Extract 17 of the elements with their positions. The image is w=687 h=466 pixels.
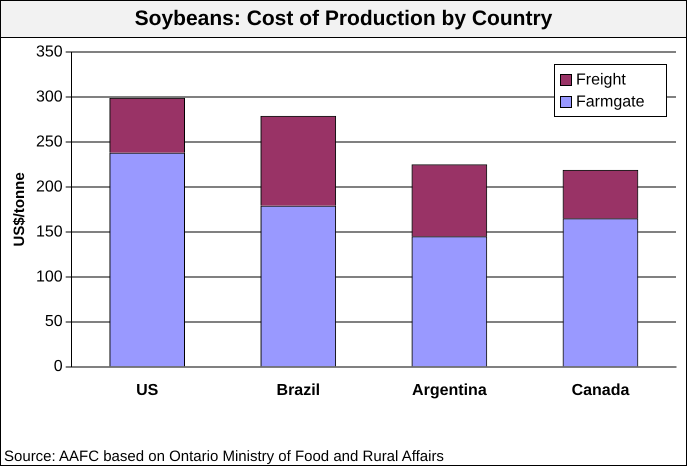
y-tick-label: 150: [36, 223, 63, 240]
y-tick-label: 100: [36, 268, 63, 286]
x-tick-label: US: [136, 382, 159, 399]
x-tick-label: Argentina: [412, 382, 487, 399]
y-tick-label: 50: [44, 313, 63, 330]
y-tick-label: 350: [36, 43, 63, 60]
x-tick-label: Canada: [572, 382, 630, 399]
chart-title: Soybeans: Cost of Production by Country: [1, 1, 686, 38]
y-tick-label: 200: [36, 178, 63, 196]
y-tick-label: 250: [36, 133, 63, 150]
source-note: Source: AAFC based on Ontario Ministry of Food and Rural Affairs: [4, 448, 444, 465]
legend-label: Freight: [576, 71, 626, 88]
y-tick-label: 300: [36, 88, 63, 106]
legend-label: Farmgate: [576, 93, 645, 110]
y-tick-label: 0: [54, 358, 63, 376]
x-tick-label: Brazil: [276, 382, 320, 399]
y-axis-title: US$/tonne: [11, 172, 28, 246]
